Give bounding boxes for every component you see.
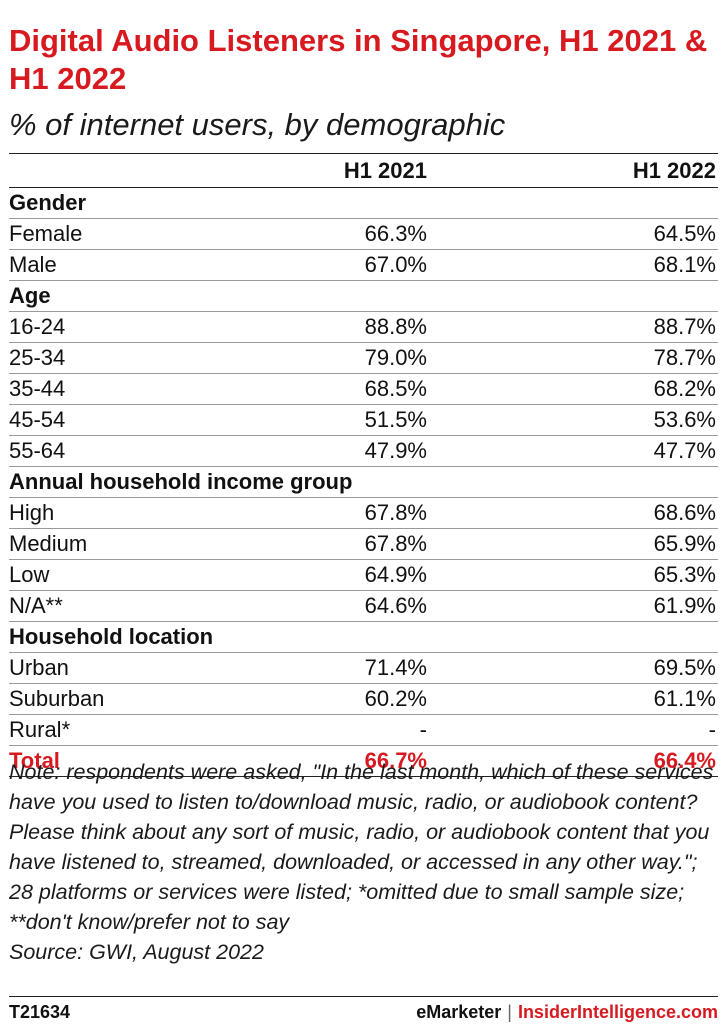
row-label: 45-54 [9,404,191,436]
total-row: Total 66.7% 66.4% [9,745,718,777]
cell-h1-2021: 60.2% [191,683,429,715]
cell-h1-2022: 61.1% [429,683,718,715]
section-row: Annual household income group [9,466,718,498]
table-row: 25-34 79.0% 78.7% [9,342,718,374]
table-row: Female 66.3% 64.5% [9,218,718,250]
row-label: Medium [9,528,191,560]
cell-h1-2022: 88.7% [429,311,718,343]
cell-h1-2021: 66.7% [191,745,429,777]
row-label: 35-44 [9,373,191,405]
table-body: Gender Female 66.3% 64.5% Male 67.0% 68.1% Age 1… [9,187,718,777]
row-label: 25-34 [9,342,191,374]
source-text: Source: GWI, August 2022 [9,940,264,964]
cell-h1-2022: 68.1% [429,249,718,281]
row-label: Male [9,249,191,281]
column-header-h1-2021: H1 2021 [191,153,429,188]
cell-h1-2021: 51.5% [191,404,429,436]
table-row: 35-44 68.5% 68.2% [9,373,718,405]
cell-h1-2021: 67.8% [191,497,429,529]
section-row: Age [9,280,718,312]
cell-h1-2021: 71.4% [191,652,429,684]
cell-h1-2022: 47.7% [429,435,718,467]
cell-h1-2021: 68.5% [191,373,429,405]
table-header: H1 2021 H1 2022 [9,153,718,188]
footer-divider [9,996,718,997]
cell-h1-2022: 69.5% [429,652,718,684]
chart-id: T21634 [9,1002,71,1022]
cell-h1-2022: 64.5% [429,218,718,250]
table-row: Urban 71.4% 69.5% [9,652,718,684]
row-label: Low [9,559,191,591]
section-label: Household location [9,621,718,653]
chart-subtitle: % of internet users, by demographic [9,107,506,142]
row-label: Rural* [9,714,191,746]
table-row: High 67.8% 68.6% [9,497,718,529]
section-label: Age [9,280,718,312]
cell-h1-2021: 64.9% [191,559,429,591]
section-row: Household location [9,621,718,653]
cell-h1-2021: 47.9% [191,435,429,467]
section-label: Annual household income group [9,466,718,498]
cell-h1-2022: 65.3% [429,559,718,591]
table-row: Low 64.9% 65.3% [9,559,718,591]
brand-insider-intelligence-link[interactable]: InsiderIntelligence.com [517,1002,718,1022]
table-row: Male 67.0% 68.1% [9,249,718,281]
brand-footer: eMarketer | InsiderIntelligence.com [416,1001,718,1023]
table-row: Suburban 60.2% 61.1% [9,683,718,715]
cell-h1-2022: 68.2% [429,373,718,405]
cell-h1-2021: - [191,714,429,746]
table-row: 55-64 47.9% 47.7% [9,435,718,467]
cell-h1-2021: 64.6% [191,590,429,622]
note-text: Note: respondents were asked, "In the la… [9,760,714,934]
data-table: H1 2021 H1 2022 Gender Female 66.3% 64.5% Ma… [9,153,718,777]
cell-h1-2021: 66.3% [191,218,429,250]
cell-h1-2022: - [429,714,718,746]
section-row: Gender [9,187,718,219]
cell-h1-2021: 88.8% [191,311,429,343]
column-header-label [9,153,191,188]
notes: Note: respondents were asked, "In the la… [9,757,721,967]
column-header-h1-2022: H1 2022 [429,153,718,188]
row-label: Suburban [9,683,191,715]
chart-title: Digital Audio Listeners in Singapore, H1… [9,23,708,96]
table-row: Rural* - - [9,714,718,746]
row-label: High [9,497,191,529]
cell-h1-2022: 65.9% [429,528,718,560]
cell-h1-2021: 67.0% [191,249,429,281]
brand-emarketer: eMarketer [416,1002,502,1022]
cell-h1-2022: 53.6% [429,404,718,436]
header-row: H1 2021 H1 2022 [9,153,718,188]
brand-separator: | [507,1002,512,1022]
row-label: Urban [9,652,191,684]
table-row: Medium 67.8% 65.9% [9,528,718,560]
cell-h1-2022: 66.4% [429,745,718,777]
row-label: 55-64 [9,435,191,467]
table-row: 45-54 51.5% 53.6% [9,404,718,436]
section-label: Gender [9,187,718,219]
table-row: N/A** 64.6% 61.9% [9,590,718,622]
row-label: Female [9,218,191,250]
cell-h1-2021: 67.8% [191,528,429,560]
table-row: 16-24 88.8% 88.7% [9,311,718,343]
row-label: 16-24 [9,311,191,343]
cell-h1-2022: 61.9% [429,590,718,622]
row-label: N/A** [9,590,191,622]
row-label: Total [9,745,191,777]
cell-h1-2021: 79.0% [191,342,429,374]
cell-h1-2022: 78.7% [429,342,718,374]
cell-h1-2022: 68.6% [429,497,718,529]
